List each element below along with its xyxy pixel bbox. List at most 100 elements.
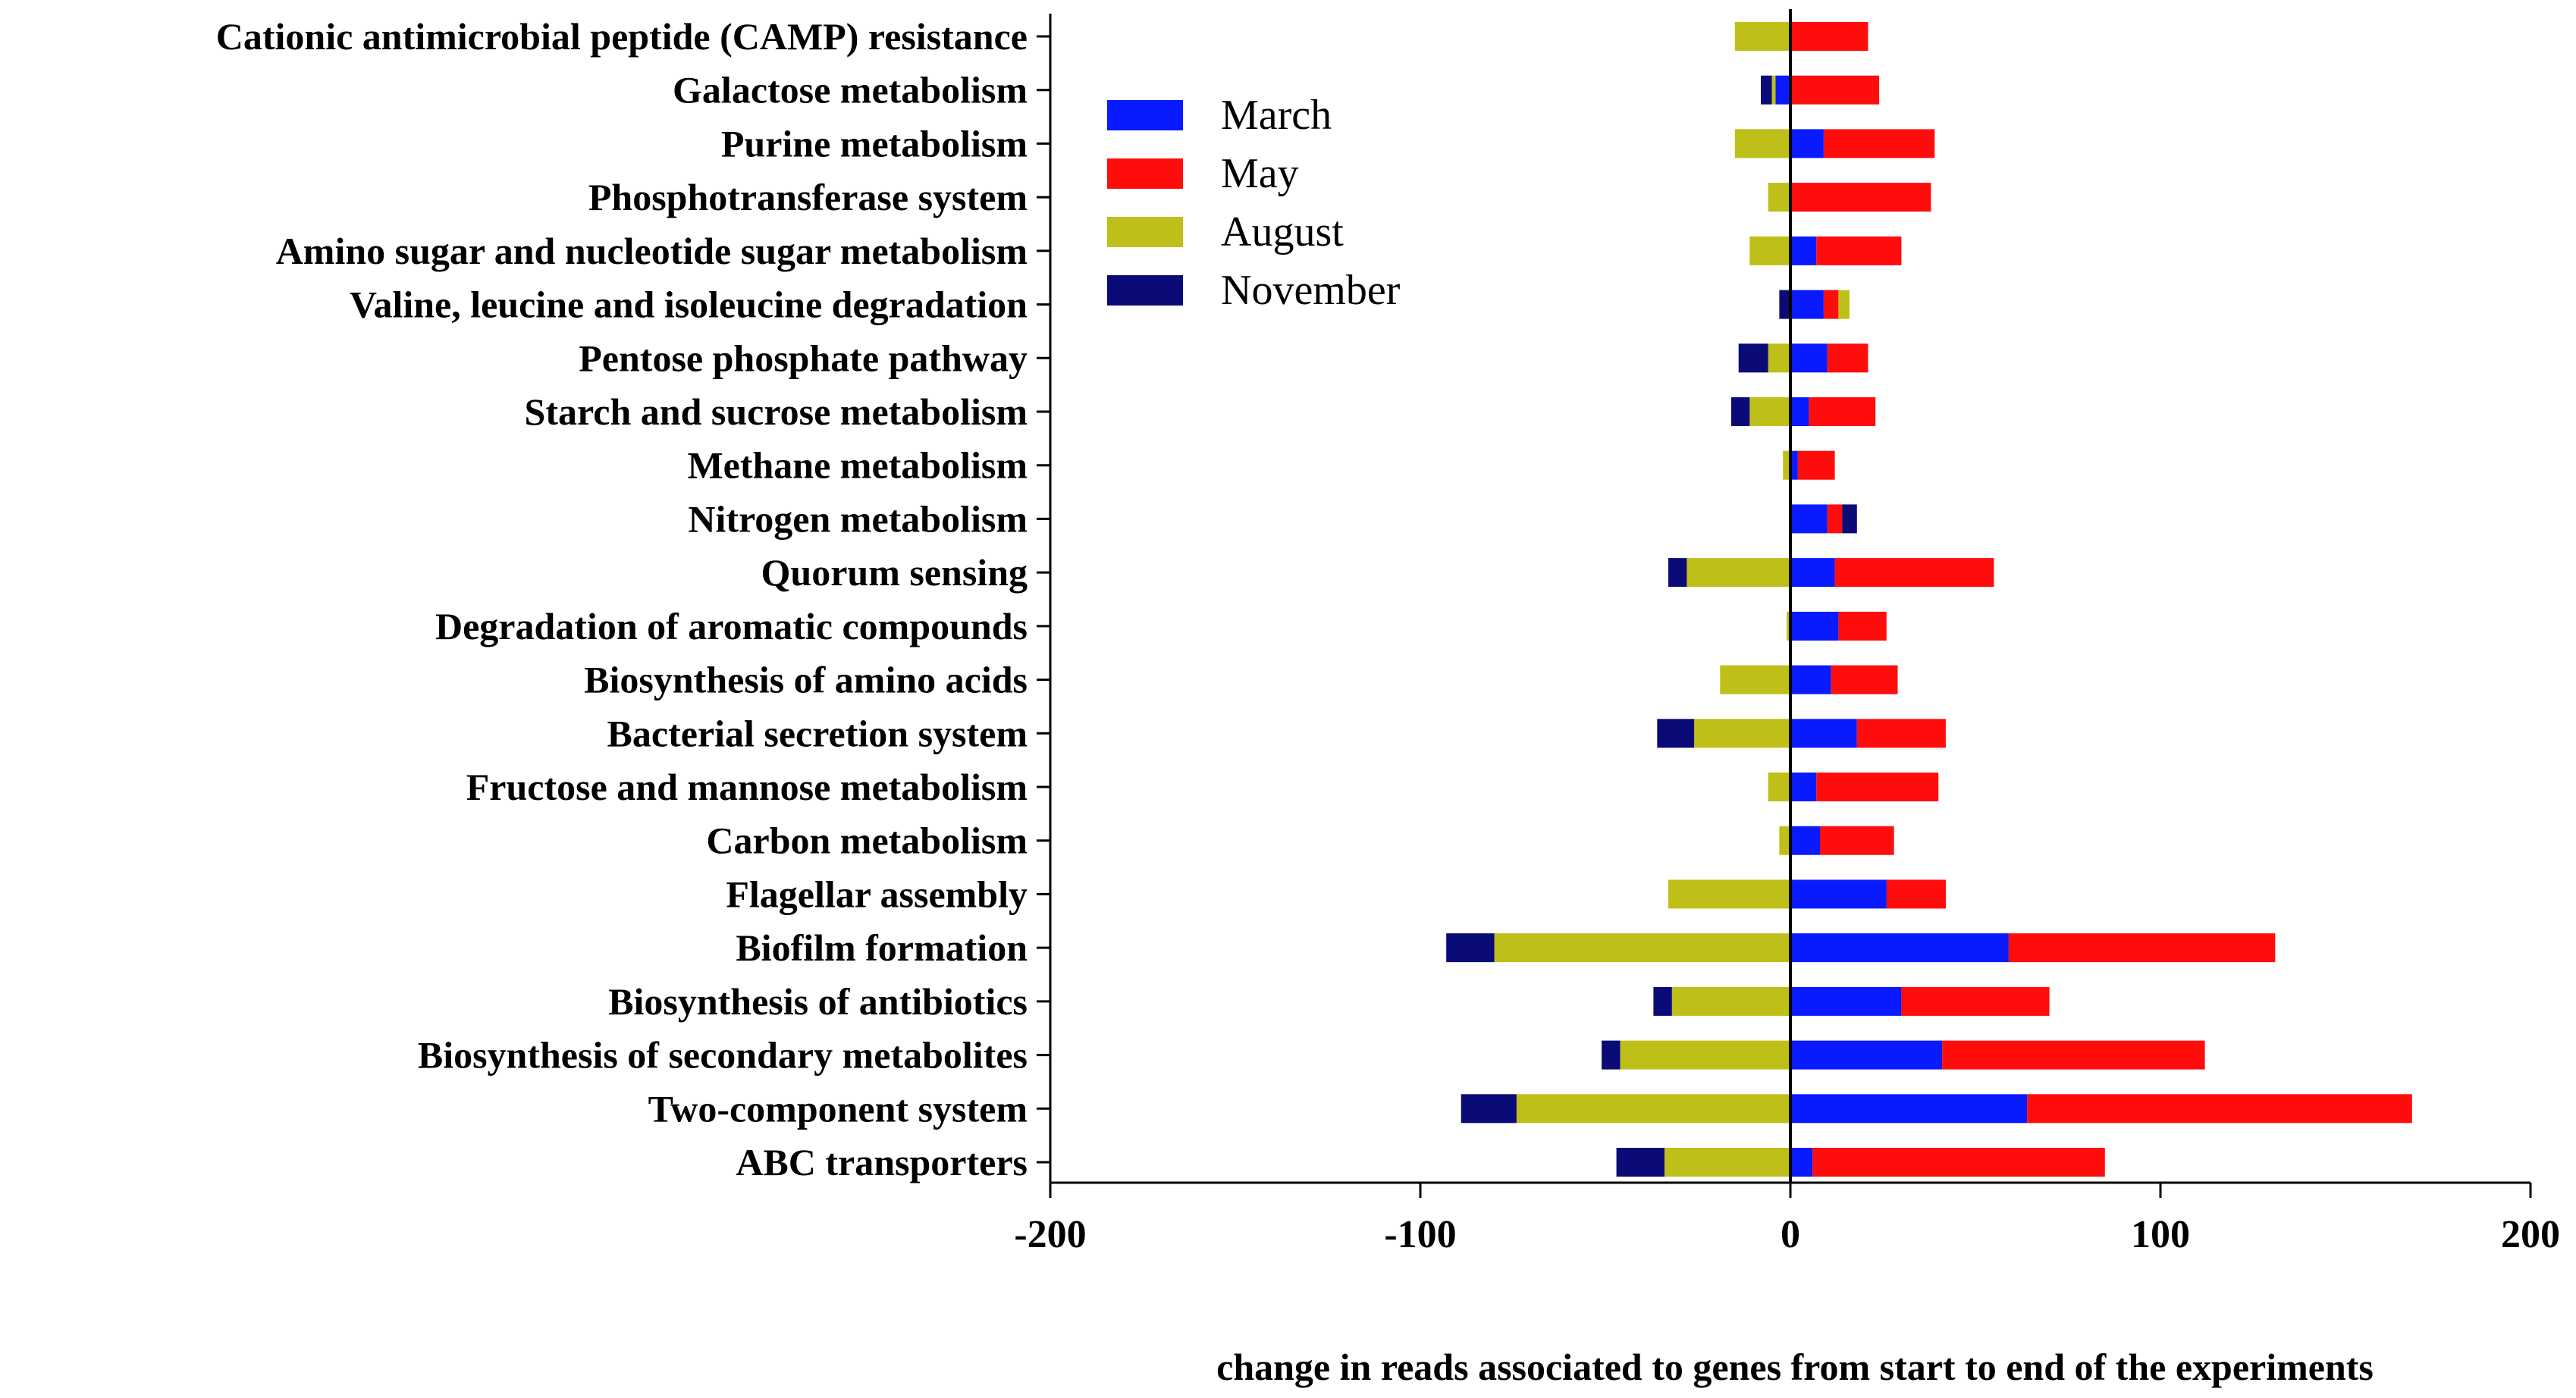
category-label-two-component-system: Two-component system	[648, 1087, 1028, 1130]
category-label-biosynthesis-of-amino-acids: Biosynthesis of amino acids	[584, 659, 1028, 701]
category-label-biosynthesis-of-secondary-metabolites: Biosynthesis of secondary metabolites	[418, 1034, 1028, 1077]
bar-august-biofilm-formation	[1494, 933, 1790, 963]
legend: March May August November	[1107, 92, 1401, 314]
bar-may-pentose-phosphate-pathway	[1827, 343, 1868, 373]
bars-layer	[1446, 22, 2412, 1177]
bar-august-phosphotransferase-system	[1768, 183, 1790, 212]
bar-august-starch-and-sucrose-metabolism	[1749, 397, 1790, 426]
bar-march-galactose-metabolism	[1775, 75, 1790, 105]
bar-august-amino-sugar-and-nucleotide-sugar-metabolism	[1749, 236, 1790, 265]
bar-march-valine-leucine-and-isoleucine-degradation	[1790, 290, 1824, 319]
bar-may-flagellar-assembly	[1886, 879, 1946, 909]
category-labels: Cationic antimicrobial peptide (CAMP) re…	[216, 15, 1028, 1183]
bar-august-abc-transporters	[1665, 1148, 1790, 1177]
x-tick-label-100: -100	[1384, 1213, 1456, 1256]
bar-march-flagellar-assembly	[1790, 879, 1887, 909]
bar-march-abc-transporters	[1790, 1148, 1813, 1177]
category-label-cationic-antimicrobial-peptide-camp-resistance: Cationic antimicrobial peptide (CAMP) re…	[216, 15, 1028, 58]
bar-may-amino-sugar-and-nucleotide-sugar-metabolism	[1816, 236, 1902, 265]
bar-may-starch-and-sucrose-metabolism	[1809, 397, 1876, 426]
bar-august-flagellar-assembly	[1668, 879, 1790, 909]
category-label-starch-and-sucrose-metabolism: Starch and sucrose metabolism	[525, 390, 1028, 433]
axes: -200 -100 0 100 200	[1014, 9, 2560, 1256]
bar-august-pentose-phosphate-pathway	[1768, 343, 1790, 373]
bar-may-biosynthesis-of-antibiotics	[1901, 986, 2050, 1016]
x-tick-label-200: 200	[2501, 1213, 2560, 1256]
category-label-valine-leucine-and-isoleucine-degradation: Valine, leucine and isoleucine degradati…	[350, 284, 1028, 326]
bar-november-two-component-system	[1461, 1094, 1517, 1124]
bar-august-carbon-metabolism	[1779, 826, 1790, 855]
bar-august-quorum-sensing	[1686, 558, 1790, 588]
bar-may-bacterial-secretion-system	[1856, 719, 1946, 748]
bar-november-galactose-metabolism	[1761, 75, 1772, 105]
bar-august-biosynthesis-of-secondary-metabolites	[1620, 1040, 1790, 1070]
category-label-fructose-and-mannose-metabolism: Fructose and mannose metabolism	[466, 766, 1028, 808]
bar-august-galactose-metabolism	[1771, 75, 1776, 105]
category-label-biofilm-formation: Biofilm formation	[736, 926, 1028, 969]
legend-swatch-may	[1107, 158, 1183, 189]
bar-august-fructose-and-mannose-metabolism	[1768, 773, 1790, 801]
bar-march-bacterial-secretion-system	[1790, 719, 1857, 748]
legend-swatch-november	[1107, 275, 1183, 306]
bar-may-two-component-system	[2027, 1094, 2412, 1124]
bar-august-methane-metabolism	[1783, 450, 1790, 480]
bar-november-starch-and-sucrose-metabolism	[1730, 397, 1750, 426]
category-label-degradation-of-aromatic-compounds: Degradation of aromatic compounds	[435, 605, 1028, 647]
legend-label-may: May	[1221, 150, 1299, 197]
category-label-amino-sugar-and-nucleotide-sugar-metabolism: Amino sugar and nucleotide sugar metabol…	[276, 230, 1028, 272]
bar-march-biofilm-formation	[1790, 933, 2009, 963]
bar-may-methane-metabolism	[1797, 450, 1835, 480]
bar-march-starch-and-sucrose-metabolism	[1790, 397, 1809, 426]
bar-may-biofilm-formation	[2008, 933, 2276, 963]
bar-november-pentose-phosphate-pathway	[1738, 343, 1768, 373]
bar-may-degradation-of-aromatic-compounds	[1838, 611, 1887, 641]
bar-march-biosynthesis-of-amino-acids	[1790, 665, 1831, 694]
category-label-flagellar-assembly: Flagellar assembly	[726, 873, 1028, 915]
bar-march-degradation-of-aromatic-compounds	[1790, 611, 1839, 641]
legend-label-august: August	[1221, 208, 1344, 255]
bar-november-nitrogen-metabolism	[1842, 504, 1857, 534]
category-label-nitrogen-metabolism: Nitrogen metabolism	[688, 497, 1028, 540]
bar-august-cationic-antimicrobial-peptide-camp-resistance	[1734, 22, 1790, 51]
bar-november-abc-transporters	[1616, 1148, 1665, 1177]
bar-march-purine-metabolism	[1790, 129, 1824, 158]
bar-may-carbon-metabolism	[1820, 826, 1894, 855]
x-tick-label-200: -200	[1014, 1213, 1086, 1256]
bar-march-methane-metabolism	[1790, 450, 1798, 480]
bar-august-two-component-system	[1516, 1094, 1790, 1124]
category-label-phosphotransferase-system: Phosphotransferase system	[588, 176, 1028, 218]
category-label-carbon-metabolism: Carbon metabolism	[706, 820, 1028, 862]
bar-august-biosynthesis-of-antibiotics	[1671, 986, 1790, 1016]
category-label-abc-transporters: ABC transporters	[736, 1141, 1028, 1183]
bar-march-pentose-phosphate-pathway	[1790, 343, 1828, 373]
bar-august-bacterial-secretion-system	[1694, 719, 1790, 748]
bar-march-two-component-system	[1790, 1094, 2028, 1124]
bar-may-galactose-metabolism	[1790, 75, 1880, 105]
bar-november-biosynthesis-of-antibiotics	[1653, 986, 1672, 1016]
bar-august-valine-leucine-and-isoleucine-degradation	[1838, 290, 1850, 319]
category-label-galactose-metabolism: Galactose metabolism	[673, 69, 1028, 111]
bar-march-biosynthesis-of-antibiotics	[1790, 986, 1902, 1016]
bar-may-fructose-and-mannose-metabolism	[1816, 773, 1939, 801]
category-label-bacterial-secretion-system: Bacterial secretion system	[607, 712, 1028, 754]
category-label-biosynthesis-of-antibiotics: Biosynthesis of antibiotics	[608, 980, 1028, 1023]
bar-may-abc-transporters	[1812, 1148, 2105, 1177]
bar-march-quorum-sensing	[1790, 558, 1835, 588]
bar-may-biosynthesis-of-amino-acids	[1831, 665, 1898, 694]
bar-march-carbon-metabolism	[1790, 826, 1820, 855]
bar-november-biosynthesis-of-secondary-metabolites	[1602, 1040, 1621, 1070]
bar-march-fructose-and-mannose-metabolism	[1790, 773, 1817, 801]
bar-may-biosynthesis-of-secondary-metabolites	[1942, 1040, 2205, 1070]
x-tick-label-0: 0	[1781, 1213, 1800, 1256]
legend-label-november: November	[1221, 267, 1401, 314]
bar-may-phosphotransferase-system	[1790, 183, 1931, 212]
x-axis-title: change in reads associated to genes from…	[1216, 1346, 2374, 1388]
bar-november-quorum-sensing	[1668, 558, 1687, 588]
bar-march-nitrogen-metabolism	[1790, 504, 1828, 534]
x-tick-label-100: 100	[2131, 1213, 2190, 1256]
bar-august-purine-metabolism	[1734, 129, 1790, 158]
bar-may-quorum-sensing	[1834, 558, 1994, 588]
bar-may-cationic-antimicrobial-peptide-camp-resistance	[1790, 22, 1868, 51]
bar-november-bacterial-secretion-system	[1657, 719, 1695, 748]
